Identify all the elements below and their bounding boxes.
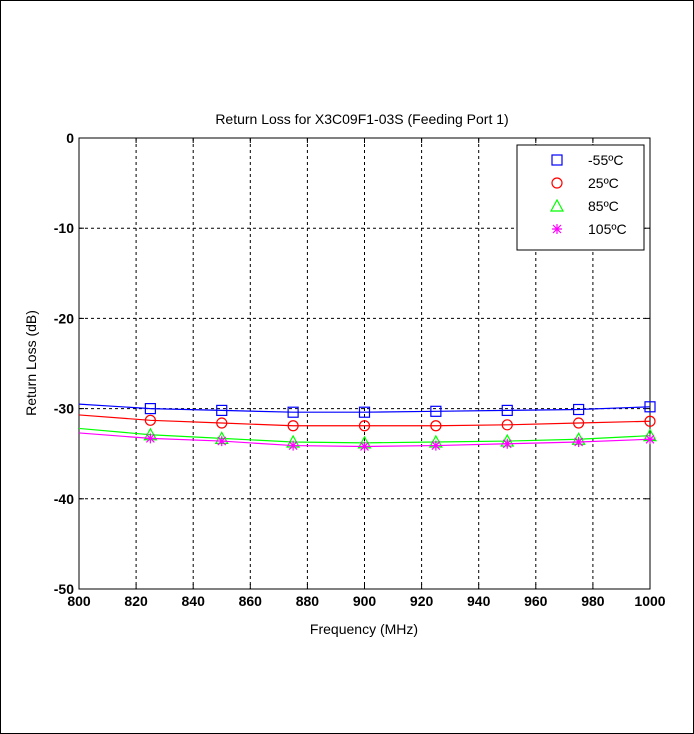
- legend-marker: [551, 177, 563, 189]
- legend-entry: 25ºC: [551, 175, 619, 191]
- y-axis-label: Return Loss (dB): [23, 310, 39, 416]
- data-point: [645, 434, 655, 445]
- data-point: [144, 403, 156, 415]
- data-point: [430, 420, 442, 432]
- legend-entry: 105ºC: [552, 221, 627, 237]
- series-2: [78, 414, 656, 432]
- data-point: [216, 436, 227, 447]
- x-axis-ticks: 800 820 840 860 880 900 920 940 960 980 1000: [67, 138, 666, 609]
- data-point: [216, 417, 228, 429]
- x-tick-label: 900: [353, 593, 377, 609]
- x-tick-label: 860: [239, 593, 263, 609]
- data-point: [287, 406, 299, 418]
- legend-label: 25ºC: [588, 175, 619, 191]
- x-tick-label: 880: [296, 593, 320, 609]
- legend-label: 85ºC: [588, 198, 619, 214]
- legend: -55ºC 25ºC 85ºC 105ºC: [516, 144, 645, 251]
- data-point: [144, 414, 156, 426]
- data-point: [358, 420, 371, 432]
- data-point: [644, 415, 656, 427]
- data-point: [430, 440, 441, 451]
- y-tick-label: 0: [66, 130, 74, 146]
- x-axis-label: Frequency (MHz): [310, 621, 418, 637]
- series-1: [78, 401, 656, 418]
- x-tick-label: 920: [410, 593, 434, 609]
- x-tick-label: 800: [67, 593, 91, 609]
- data-point: [430, 405, 442, 417]
- data-point: [145, 433, 156, 444]
- series-3: [78, 427, 658, 449]
- legend-entry: 85ºC: [549, 198, 619, 214]
- y-tick-label: -20: [54, 310, 74, 326]
- series-line: [78, 403, 651, 413]
- series-line: [78, 414, 651, 427]
- y-tick-label: -10: [54, 220, 74, 236]
- x-tick-label: 820: [124, 593, 148, 609]
- y-tick-label: -50: [54, 581, 74, 597]
- data-point: [644, 401, 656, 413]
- series-layer: [78, 401, 658, 452]
- data-point: [573, 403, 585, 416]
- data-point: [287, 420, 299, 432]
- legend-box: [516, 144, 645, 251]
- y-tick-label: -30: [54, 401, 74, 417]
- chart-title: Return Loss for X3C09F1-03S (Feeding Por…: [215, 111, 508, 127]
- legend-label: 105ºC: [588, 221, 627, 237]
- data-point: [288, 440, 299, 451]
- y-axis-ticks: 0 -10 -20 -30 -40 -50: [54, 130, 650, 597]
- x-tick-label: 940: [467, 593, 491, 609]
- legend-marker: [549, 198, 565, 212]
- legend-marker: [551, 154, 563, 166]
- x-tick-label: 840: [182, 593, 206, 609]
- legend-marker: [552, 224, 562, 234]
- data-point: [501, 404, 513, 417]
- legend-label: -55ºC: [588, 152, 623, 168]
- data-point: [573, 417, 585, 429]
- x-tick-label: 960: [524, 593, 548, 609]
- data-point: [573, 436, 584, 447]
- data-point: [216, 404, 228, 417]
- x-tick-label: 1000: [634, 593, 665, 609]
- x-tick-label: 980: [581, 593, 605, 609]
- data-point: [501, 419, 513, 431]
- y-tick-label: -40: [54, 491, 74, 507]
- data-point: [359, 441, 370, 452]
- data-point: [358, 406, 371, 418]
- series-4: [78, 432, 655, 452]
- data-point: [502, 438, 513, 449]
- legend-entry: -55ºC: [551, 152, 623, 168]
